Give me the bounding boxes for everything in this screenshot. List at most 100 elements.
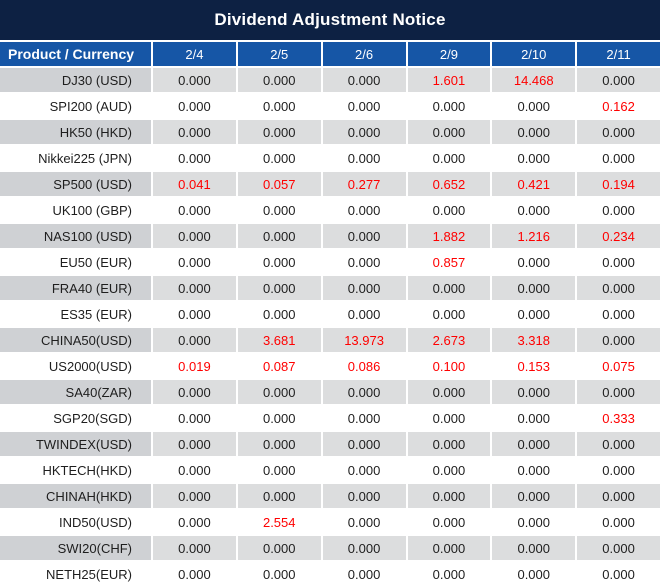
product-cell: US2000(USD): [0, 354, 151, 378]
value-cell: 2.554: [237, 510, 321, 534]
value-cell: 0.652: [407, 172, 491, 196]
value-cell: 0.162: [577, 94, 660, 118]
value-cell: 0.000: [407, 562, 491, 586]
value-cell: 0.000: [407, 536, 491, 560]
value-cell: 0.000: [237, 302, 321, 326]
value-cell: 0.000: [492, 484, 576, 508]
column-header-date: 2/6: [322, 42, 406, 66]
value-cell: 0.100: [407, 354, 491, 378]
value-cell: 0.000: [322, 276, 406, 300]
value-cell: 0.000: [492, 458, 576, 482]
value-cell: 0.000: [322, 458, 406, 482]
value-cell: 0.000: [237, 224, 321, 248]
value-cell: 0.000: [237, 250, 321, 274]
value-cell: 0.000: [492, 302, 576, 326]
value-cell: 0.857: [407, 250, 491, 274]
value-cell: 0.000: [237, 536, 321, 560]
column-header-date: 2/11: [577, 42, 660, 66]
value-cell: 0.000: [153, 328, 236, 352]
value-cell: 0.000: [153, 458, 236, 482]
value-cell: 0.000: [577, 276, 660, 300]
value-cell: 0.277: [322, 172, 406, 196]
value-cell: 0.000: [407, 458, 491, 482]
value-cell: 0.000: [492, 380, 576, 404]
value-cell: 0.000: [237, 198, 321, 222]
value-cell: 14.468: [492, 68, 576, 92]
value-cell: 3.681: [237, 328, 321, 352]
dividend-table: Product / Currency 2/4 2/5 2/6 2/9 2/10 2/11 DJ…: [0, 42, 660, 586]
value-cell: 0.000: [322, 120, 406, 144]
value-cell: 0.000: [237, 68, 321, 92]
product-cell: ES35 (EUR): [0, 302, 151, 326]
value-cell: 0.057: [237, 172, 321, 196]
value-cell: 1.601: [407, 68, 491, 92]
value-cell: 0.000: [237, 562, 321, 586]
value-cell: 0.000: [577, 302, 660, 326]
value-cell: 0.000: [492, 276, 576, 300]
value-cell: 0.000: [322, 198, 406, 222]
value-cell: 0.000: [577, 250, 660, 274]
value-cell: 0.000: [153, 432, 236, 456]
notice-title-bar: Dividend Adjustment Notice: [0, 0, 660, 40]
value-cell: 0.000: [153, 406, 236, 430]
value-cell: 0.000: [153, 94, 236, 118]
value-cell: 0.000: [492, 146, 576, 170]
value-cell: 0.000: [153, 510, 236, 534]
value-cell: 0.000: [577, 380, 660, 404]
value-cell: 0.075: [577, 354, 660, 378]
value-cell: 0.041: [153, 172, 236, 196]
value-cell: 0.000: [237, 276, 321, 300]
product-cell: CHINA50(USD): [0, 328, 151, 352]
product-cell: SP500 (USD): [0, 172, 151, 196]
product-cell: EU50 (EUR): [0, 250, 151, 274]
value-cell: 0.000: [492, 432, 576, 456]
value-cell: 0.333: [577, 406, 660, 430]
value-cell: 0.000: [577, 484, 660, 508]
product-cell: DJ30 (USD): [0, 68, 151, 92]
value-cell: 0.000: [153, 302, 236, 326]
value-cell: 0.000: [153, 536, 236, 560]
value-cell: 0.000: [407, 302, 491, 326]
product-cell: FRA40 (EUR): [0, 276, 151, 300]
value-cell: 0.000: [153, 484, 236, 508]
value-cell: 0.000: [153, 380, 236, 404]
value-cell: 0.000: [492, 120, 576, 144]
product-cell: SA40(ZAR): [0, 380, 151, 404]
value-cell: 0.000: [577, 510, 660, 534]
value-cell: 0.000: [322, 94, 406, 118]
value-cell: 0.000: [577, 458, 660, 482]
value-cell: 0.000: [322, 432, 406, 456]
value-cell: 0.000: [322, 484, 406, 508]
column-header-product: Product / Currency: [0, 42, 151, 66]
value-cell: 0.000: [237, 458, 321, 482]
value-cell: 1.882: [407, 224, 491, 248]
product-cell: SPI200 (AUD): [0, 94, 151, 118]
value-cell: 0.194: [577, 172, 660, 196]
value-cell: 0.000: [237, 406, 321, 430]
value-cell: 0.000: [407, 146, 491, 170]
value-cell: 0.000: [407, 198, 491, 222]
value-cell: 0.000: [153, 198, 236, 222]
value-cell: 0.000: [492, 250, 576, 274]
value-cell: 0.000: [322, 510, 406, 534]
value-cell: 0.000: [577, 536, 660, 560]
value-cell: 0.000: [322, 302, 406, 326]
value-cell: 0.153: [492, 354, 576, 378]
product-cell: NETH25(EUR): [0, 562, 151, 586]
value-cell: 0.019: [153, 354, 236, 378]
value-cell: 0.000: [237, 432, 321, 456]
product-cell: SWI20(CHF): [0, 536, 151, 560]
value-cell: 0.000: [407, 484, 491, 508]
value-cell: 13.973: [322, 328, 406, 352]
value-cell: 0.000: [237, 146, 321, 170]
value-cell: 0.000: [237, 120, 321, 144]
value-cell: 1.216: [492, 224, 576, 248]
value-cell: 0.234: [577, 224, 660, 248]
value-cell: 0.000: [322, 224, 406, 248]
value-cell: 0.000: [407, 432, 491, 456]
value-cell: 0.000: [577, 432, 660, 456]
value-cell: 0.000: [492, 510, 576, 534]
value-cell: 3.318: [492, 328, 576, 352]
value-cell: 0.000: [407, 406, 491, 430]
value-cell: 0.000: [492, 94, 576, 118]
